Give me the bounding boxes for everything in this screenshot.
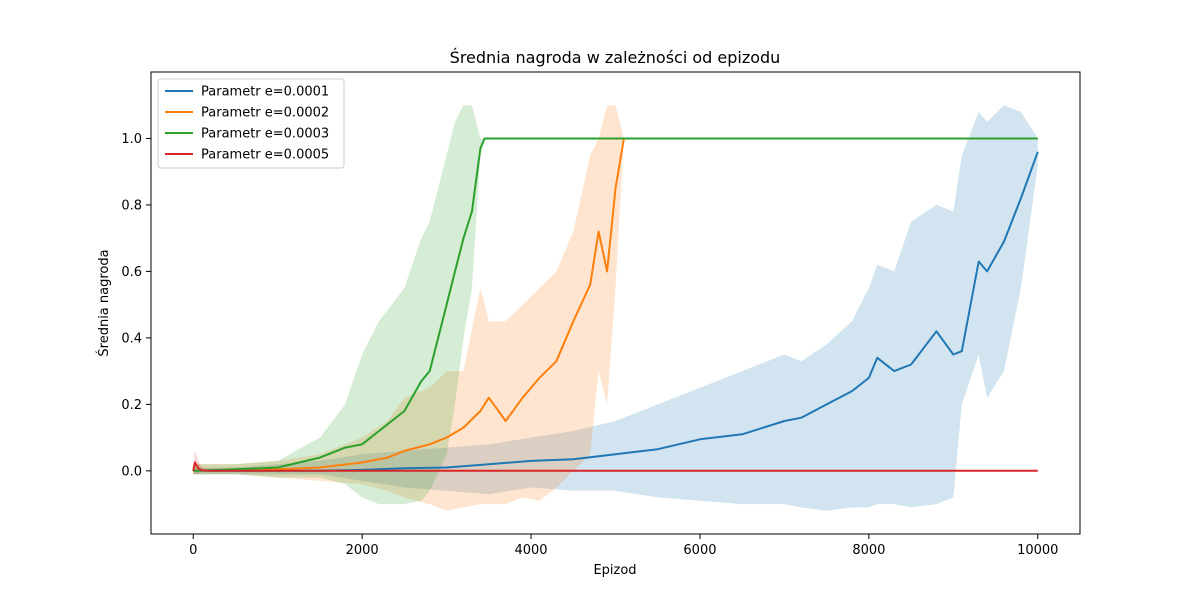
series-band-2 — [193, 105, 624, 511]
x-tick-label: 4000 — [514, 543, 547, 558]
y-tick-label: 0.8 — [121, 198, 142, 213]
confidence-bands — [193, 105, 1038, 511]
legend-label-4: Parametr e=0.0005 — [201, 148, 329, 163]
x-tick-label: 0 — [189, 543, 197, 558]
series-line-4 — [192, 461, 1038, 472]
x-tick-label: 10000 — [1017, 543, 1058, 558]
x-axis: 0 2000 4000 6000 8000 10000 — [189, 534, 1058, 558]
y-tick-label: 0.6 — [121, 265, 142, 280]
legend: Parametr e=0.0001 Parametr e=0.0002 Parame… — [157, 78, 345, 169]
y-tick-label: 0.0 — [121, 464, 142, 479]
legend-label-1: Parametr e=0.0001 — [201, 85, 329, 100]
y-axis: 0.0 0.2 0.4 0.6 0.8 1.0 — [121, 132, 151, 479]
series-line-2 — [193, 138, 625, 472]
series-band-1 — [193, 105, 1038, 511]
legend-label-3: Parametr e=0.0003 — [201, 127, 329, 142]
x-tick-label: 8000 — [852, 543, 885, 558]
plot-frame — [150, 71, 1081, 535]
series-band-3 — [193, 105, 1038, 505]
series-line-3 — [193, 137, 1038, 472]
x-axis-label: Epizod — [593, 563, 636, 578]
legend-box — [157, 78, 345, 169]
y-tick-label: 0.2 — [121, 398, 142, 413]
x-tick-label: 2000 — [346, 543, 379, 558]
x-tick-label: 6000 — [683, 543, 716, 558]
series-line-1 — [193, 151, 1039, 472]
chart-title: Średnia nagroda w zależności od epizodu — [450, 48, 781, 67]
y-tick-label: 1.0 — [121, 132, 142, 147]
legend-label-2: Parametr e=0.0002 — [201, 106, 329, 121]
y-axis-label: Średnia nagroda — [96, 249, 112, 356]
y-tick-label: 0.4 — [121, 331, 142, 346]
series-lines — [192, 137, 1039, 472]
